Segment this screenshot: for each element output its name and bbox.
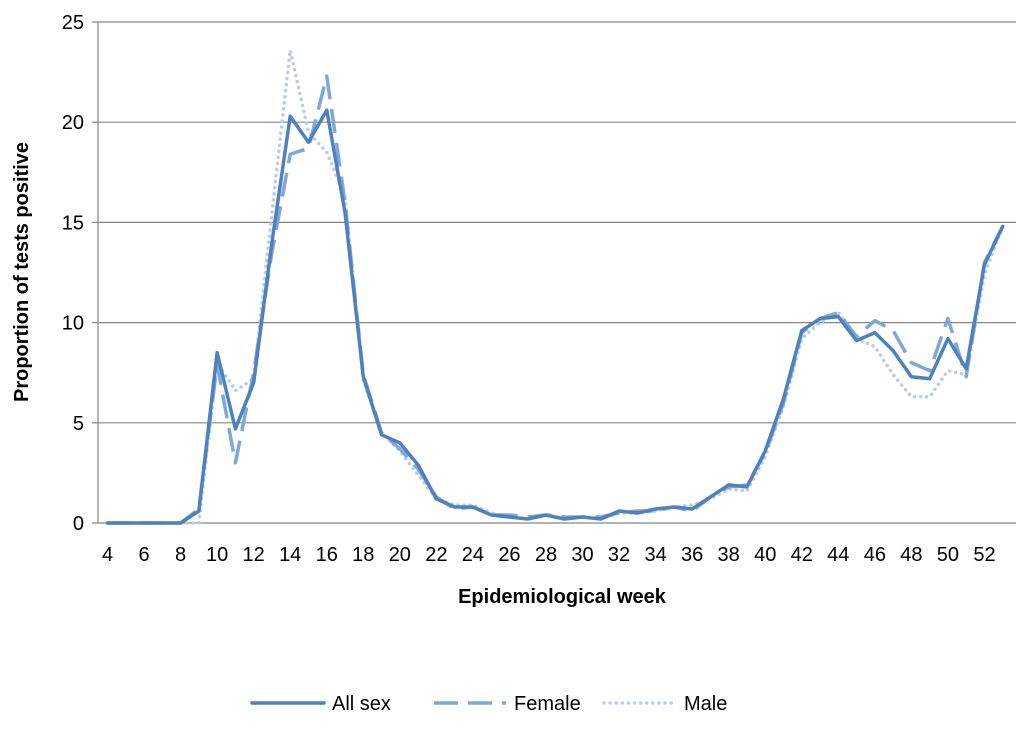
x-tick-label: 14: [279, 544, 301, 566]
x-tick-label: 52: [973, 544, 995, 566]
y-tick-label: 15: [62, 212, 84, 234]
x-axis-title: Epidemiological week: [458, 586, 667, 608]
x-tick-label: 26: [498, 544, 520, 566]
x-tick-label: 20: [389, 544, 411, 566]
y-tick-label: 5: [73, 413, 84, 435]
legend-label: All sex: [332, 693, 391, 715]
x-tick-label: 16: [316, 544, 338, 566]
x-tick-label: 44: [827, 544, 849, 566]
gridlines: [98, 21, 1016, 424]
series-line-all-sex: [105, 108, 1005, 525]
x-tick-label: 12: [243, 544, 265, 566]
series-lines: [105, 48, 1005, 525]
x-tick-label: 4: [102, 544, 113, 566]
y-tick-label: 0: [73, 513, 84, 535]
series-line-male: [105, 48, 1005, 525]
x-tick-label: 48: [900, 544, 922, 566]
x-tick-label: 46: [864, 544, 886, 566]
x-tick-label: 18: [352, 544, 374, 566]
x-tick-label: 34: [644, 544, 666, 566]
x-tick-label: 40: [754, 544, 776, 566]
legend: All sex Female Male: [250, 693, 727, 715]
x-tick-label: 38: [718, 544, 740, 566]
x-tick-label: 8: [175, 544, 186, 566]
y-tick-label: 25: [62, 12, 84, 34]
y-tick-label: 10: [62, 313, 84, 335]
y-axis-title: Proportion of tests positive: [11, 142, 33, 402]
x-tick-label: 24: [462, 544, 484, 566]
x-tick-label: 10: [206, 544, 228, 566]
x-tick-label: 50: [937, 544, 959, 566]
y-tick-labels: 0 5 10 15 20 25: [62, 12, 84, 535]
x-tick-labels: 4 6 8 10 12 14 16 18 20 22 24 26 28 30 32 34 36 38 40 42 44 4…: [102, 544, 996, 566]
x-tick-label: 6: [138, 544, 149, 566]
x-tick-label: 30: [571, 544, 593, 566]
legend-label: Male: [684, 693, 727, 715]
x-tick-label: 36: [681, 544, 703, 566]
x-tick-label: 22: [425, 544, 447, 566]
x-tick-label: 28: [535, 544, 557, 566]
y-tick-label: 20: [62, 112, 84, 134]
axes: [92, 21, 1016, 524]
legend-label: Female: [514, 693, 581, 715]
x-tick-label: 32: [608, 544, 630, 566]
x-tick-label: 42: [791, 544, 813, 566]
series-line-female: [107, 74, 1005, 525]
